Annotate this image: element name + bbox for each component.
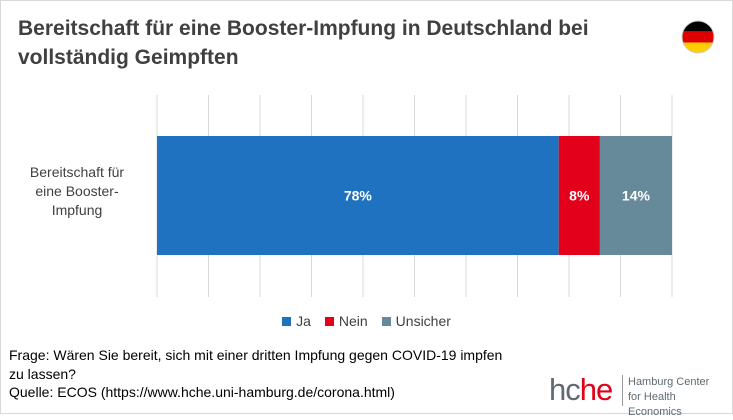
flag-stripe-red — [682, 31, 714, 43]
data-label-ja: 78% — [344, 188, 373, 204]
footer-notes: Frage: Wären Sie bereit, sich mit einer … — [9, 346, 529, 402]
legend-swatch-ja — [282, 316, 292, 326]
question-text-line1: Frage: Wären Sie bereit, sich mit einer … — [9, 347, 503, 363]
logo-text: Hamburg Center for Health Economics — [628, 375, 728, 420]
legend-swatch-nein — [324, 316, 334, 326]
legend-item-ja: Ja — [282, 313, 311, 329]
legend-item-nein: Nein — [324, 313, 368, 329]
data-label-nein: 8% — [569, 188, 590, 204]
flag-stripe-gold — [682, 42, 714, 53]
logo-line2: for Health Economics — [628, 391, 682, 418]
bar-segment-ja — [157, 136, 559, 255]
bar-segment-nein — [558, 136, 600, 255]
logo-word-hc: hc — [549, 372, 581, 407]
bar-segment-unsicher — [599, 136, 672, 255]
legend-swatch-unsicher — [381, 316, 391, 326]
legend-label-unsicher: Unsicher — [395, 313, 451, 329]
question-text-line2: zu lassen? — [9, 365, 76, 382]
germany-flag-icon — [681, 20, 715, 54]
logo-word-he: he — [579, 372, 613, 407]
legend-item-unsicher: Unsicher — [381, 313, 451, 329]
hche-logo: hche Hamburg Center for Health Economics — [549, 370, 729, 418]
legend: Ja Nein Unsicher — [0, 313, 733, 329]
data-label-unsicher: 14% — [622, 188, 651, 204]
flag-stripe-black — [682, 21, 714, 32]
legend-label-ja: Ja — [296, 313, 311, 329]
logo-line1: Hamburg Center — [628, 376, 710, 388]
logo-wordmark: hche — [549, 370, 613, 410]
category-label: Bereitschaft für eine Booster-Impfung — [29, 164, 125, 218]
logo-divider — [622, 375, 623, 406]
source-text: Quelle: ECOS (https://www.hche.uni-hambu… — [9, 384, 395, 400]
chart-title: Bereitschaft für eine Booster-Impfung in… — [18, 17, 589, 69]
legend-label-nein: Nein — [338, 313, 368, 329]
